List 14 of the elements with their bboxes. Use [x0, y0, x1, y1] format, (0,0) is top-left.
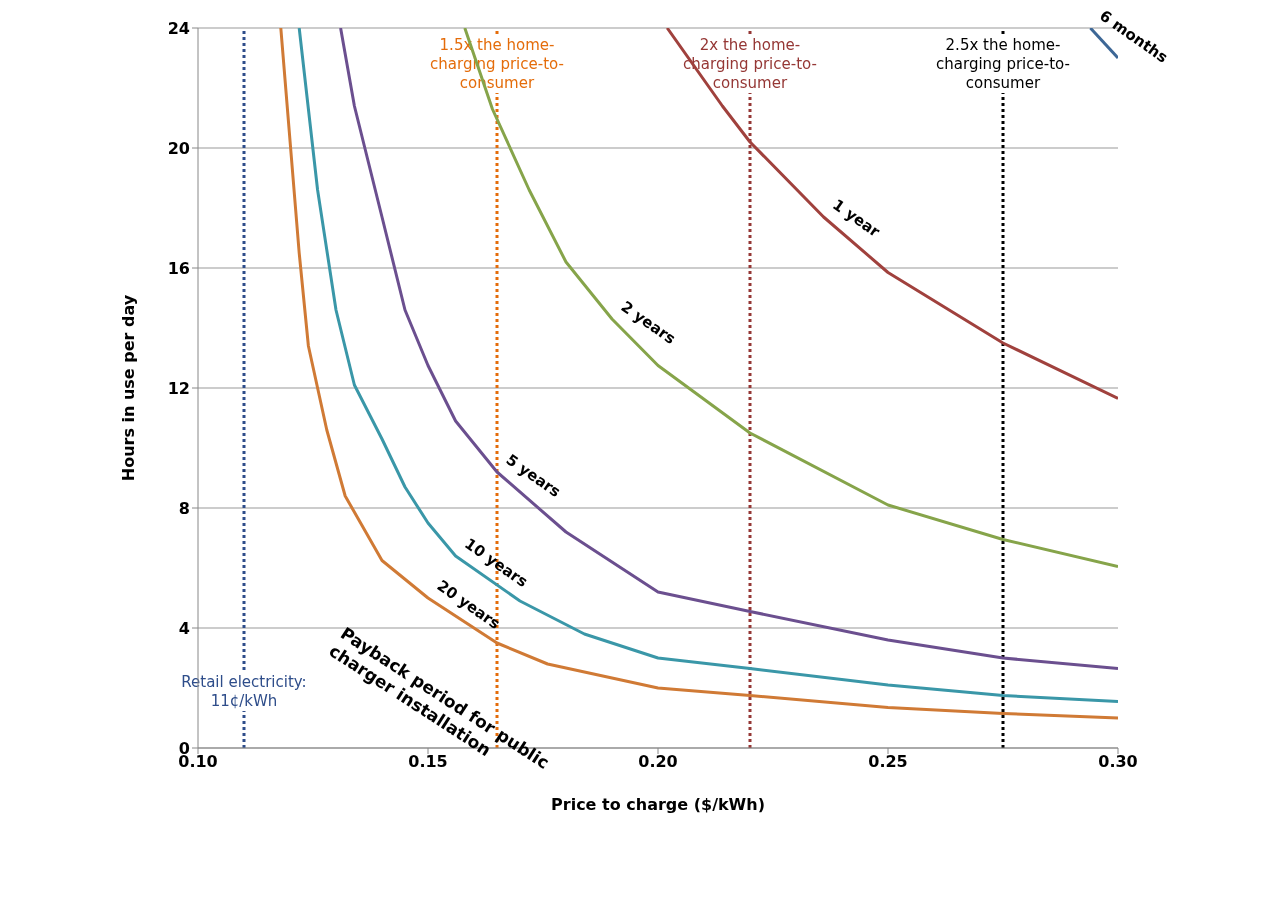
y-tick-label: 24 — [167, 18, 190, 38]
x-tick-label: 0.20 — [638, 752, 678, 772]
y-tick-label: 12 — [167, 378, 190, 398]
y-tick-label: 16 — [167, 258, 190, 278]
x-axis-title: Price to charge ($/kWh) — [551, 795, 765, 814]
x-tick-label: 0.15 — [408, 752, 448, 772]
ref-line-label: 2.5x the home-charging price-to-consumer — [928, 36, 1078, 93]
y-tick-label: 20 — [167, 138, 190, 158]
y-tick-label: 8 — [178, 498, 190, 518]
y-axis-title: Hours in use per day — [118, 294, 138, 482]
ref-line-label: Retail electricity: 11¢/kWh — [169, 673, 319, 711]
y-tick-label: 4 — [178, 618, 190, 638]
x-tick-label: 0.30 — [1098, 752, 1138, 772]
x-tick-label: 0.25 — [868, 752, 908, 772]
